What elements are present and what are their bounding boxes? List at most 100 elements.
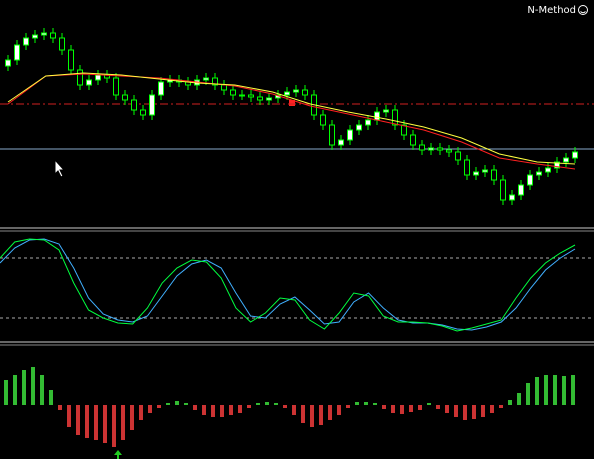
candle-body [140,109,146,116]
candle-body [491,169,497,181]
candle-body [158,81,164,96]
histogram-bar [445,405,449,413]
candle-body [338,139,344,146]
histogram-bar [229,405,233,415]
histogram-bar [382,405,386,409]
candle-body [212,77,218,86]
histogram-bar [31,367,35,405]
candle-body [77,69,83,86]
histogram-bar [346,405,350,408]
candle-body [257,96,263,101]
candle-body [113,77,119,96]
candle-body [437,147,443,151]
histogram-bar [499,405,503,408]
histogram-bar [247,405,251,408]
candle-body [428,147,434,151]
histogram-bar [85,405,89,438]
histogram-bar [355,402,359,405]
histogram-bar [418,405,422,410]
candle-body [383,109,389,113]
histogram-bar [166,403,170,405]
histogram-bar [94,405,98,440]
candle-body [527,174,533,186]
histogram-bar [157,405,161,408]
candle-body [41,32,47,36]
candle-body [86,79,92,86]
histogram-bar [292,405,296,415]
candle-body [320,114,326,126]
histogram-bar [544,375,548,405]
candle-body [266,97,272,101]
candle-body [221,84,227,91]
histogram-bar [391,405,395,413]
histogram-bar [319,405,323,425]
candle-body [464,159,470,176]
histogram-bar [130,405,134,430]
histogram-bar [409,405,413,412]
histogram-bar [13,375,17,405]
histogram-bar [256,403,260,405]
moving-average [7,72,576,165]
candle-body [554,161,560,169]
candle-body [131,99,137,111]
histogram-bar [427,403,431,405]
histogram-bar [562,376,566,405]
histogram-bar [139,405,143,420]
histogram-bar [481,405,485,417]
histogram-bar [454,405,458,417]
histogram-bar [103,405,107,443]
histogram-bar [40,375,44,405]
candle-body [284,91,290,96]
histogram-bar [22,370,26,405]
candle-body [473,171,479,176]
histogram-bar [4,380,8,405]
histogram-bar [184,403,188,405]
signal-arrow [114,450,122,459]
candle-body [230,89,236,96]
mouse-cursor [54,158,66,178]
histogram-bar [328,405,332,420]
candle-body [122,94,128,101]
candle-body [563,157,569,163]
candle-body [293,89,299,93]
histogram-bar [283,405,287,408]
candle-body [455,151,461,161]
candle-body [14,44,20,61]
histogram-bar [148,405,152,413]
histogram-bar [337,405,341,415]
candle-body [482,169,488,173]
candle-body [356,124,362,131]
candle-body [572,151,578,159]
candle-body [392,109,398,126]
histogram-bar [112,405,116,447]
candle-body [419,144,425,151]
histogram-bar [463,405,467,420]
candle-body [446,149,452,153]
histogram-bar [472,405,476,419]
histogram-bar [373,403,377,405]
candle-body [536,171,542,176]
candle-body [68,49,74,71]
candle-body [518,184,524,196]
histogram-bar [175,401,179,405]
signal-marker [289,100,295,106]
candle-body [32,34,38,39]
histogram-bar [211,405,215,417]
histogram-bar [526,383,530,405]
candle-body [374,111,380,121]
histogram-bar [400,405,404,414]
histogram-bar [517,393,521,405]
histogram-bar [508,400,512,405]
histogram-bar [436,405,440,409]
candle-body [509,194,515,201]
histogram-bar [274,403,278,405]
indicator-label: N-Method [527,5,576,16]
moving-average [7,73,576,170]
histogram-bar [364,402,368,405]
histogram-bar [76,405,80,435]
histogram-bar [121,405,125,440]
candle-body [95,74,101,81]
candle-body [23,37,29,46]
candle-body [347,129,353,141]
